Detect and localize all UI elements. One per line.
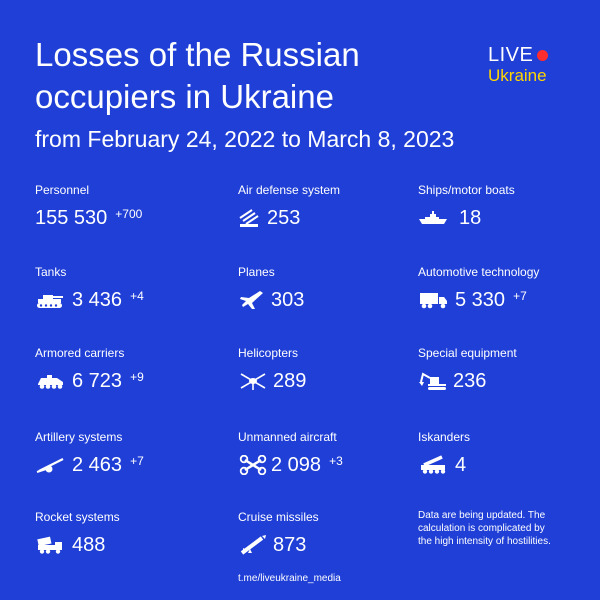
stat-planes: Planes 303 — [238, 265, 304, 313]
stat-label: Artillery systems — [35, 430, 123, 444]
artillery-icon — [35, 455, 65, 475]
stat-value: 236 — [453, 370, 487, 392]
stat-value: 6 723 — [72, 370, 123, 392]
stat-delta: +3 — [329, 454, 343, 468]
stat-label: Personnel — [35, 183, 90, 197]
stat-delta: +7 — [513, 289, 527, 303]
air-defense-icon — [238, 208, 260, 228]
drone-icon — [238, 455, 267, 475]
stat-value: 3 436 — [72, 289, 123, 311]
stat-label: Cruise missiles — [238, 510, 319, 524]
ship-icon — [418, 208, 452, 228]
excavator-icon — [418, 371, 446, 391]
stat-air-defense: Air defense system 253 — [238, 183, 340, 231]
logo-ukraine-text: Ukraine — [488, 66, 547, 85]
stat-value: 253 — [267, 207, 301, 229]
stat-artillery: Artillery systems 2 463 +7 — [35, 430, 144, 478]
stat-automotive: Automotive technology 5 330 +7 — [418, 265, 539, 313]
stat-label: Air defense system — [238, 183, 341, 197]
helicopter-icon — [238, 371, 266, 391]
stat-value: 873 — [273, 534, 307, 556]
stat-value: 4 — [455, 454, 467, 476]
stat-value: 488 — [72, 534, 106, 556]
stat-delta: +9 — [130, 370, 144, 384]
stat-label: Helicopters — [238, 346, 299, 360]
stat-delta: +4 — [130, 289, 144, 303]
stat-label: Planes — [238, 265, 275, 279]
stat-value: 303 — [271, 289, 305, 311]
stat-value: 2 098 — [271, 454, 322, 476]
telegram-link[interactable]: t.me/liveukraine_media — [238, 573, 341, 584]
stat-armored-carriers: Armored carriers 6 723 +9 — [35, 346, 144, 394]
plane-icon — [238, 290, 264, 310]
cruise-missile-icon — [238, 535, 266, 555]
stat-value: 289 — [273, 370, 307, 392]
page-title: Losses of the Russian occupiers in Ukrai… — [35, 36, 360, 115]
stat-label: Iskanders — [418, 430, 471, 444]
rocket-system-icon — [35, 535, 65, 555]
stat-value: 18 — [459, 207, 482, 229]
stat-unmanned-aircraft: Unmanned aircraft 2 098 +3 — [238, 430, 343, 478]
stat-helicopters: Helicopters 289 — [238, 346, 306, 394]
stat-personnel: Personnel 155 530 +700 — [35, 183, 142, 231]
logo-live-text: LIVE — [488, 44, 534, 66]
stat-delta: +700 — [115, 207, 143, 221]
stat-label: Rocket systems — [35, 510, 120, 524]
logo-red-dot-icon — [537, 49, 549, 61]
stat-label: Armored carriers — [35, 346, 125, 360]
stat-value: 2 463 — [72, 454, 123, 476]
tank-icon — [35, 290, 65, 310]
data-update-note: Data are being updated. The calculation … — [418, 510, 551, 547]
stat-special-equipment: Special equipment 236 — [418, 346, 517, 394]
stat-delta: +7 — [130, 454, 144, 468]
stat-ships: Ships/motor boats 18 — [418, 183, 515, 231]
stat-iskanders: Iskanders 4 — [418, 430, 470, 478]
date-range-subtitle: from February 24, 2022 to March 8, 2023 — [35, 126, 455, 152]
missile-launcher-icon — [418, 455, 448, 475]
truck-icon — [418, 290, 448, 310]
live-ukraine-logo: LIVE Ukraine — [488, 44, 549, 86]
stat-label: Automotive technology — [418, 265, 540, 279]
stat-tanks: Tanks 3 436 +4 — [35, 265, 144, 313]
stat-value: 5 330 — [455, 289, 506, 311]
stat-cruise-missiles: Cruise missiles 873 — [238, 510, 319, 558]
stat-label: Special equipment — [418, 346, 517, 360]
stat-label: Tanks — [35, 265, 67, 279]
stat-label: Unmanned aircraft — [238, 430, 337, 444]
stat-rocket-systems: Rocket systems 488 — [35, 510, 120, 558]
armored-carrier-icon — [35, 371, 65, 391]
stat-label: Ships/motor boats — [418, 183, 515, 197]
stat-value: 155 530 — [35, 207, 108, 229]
